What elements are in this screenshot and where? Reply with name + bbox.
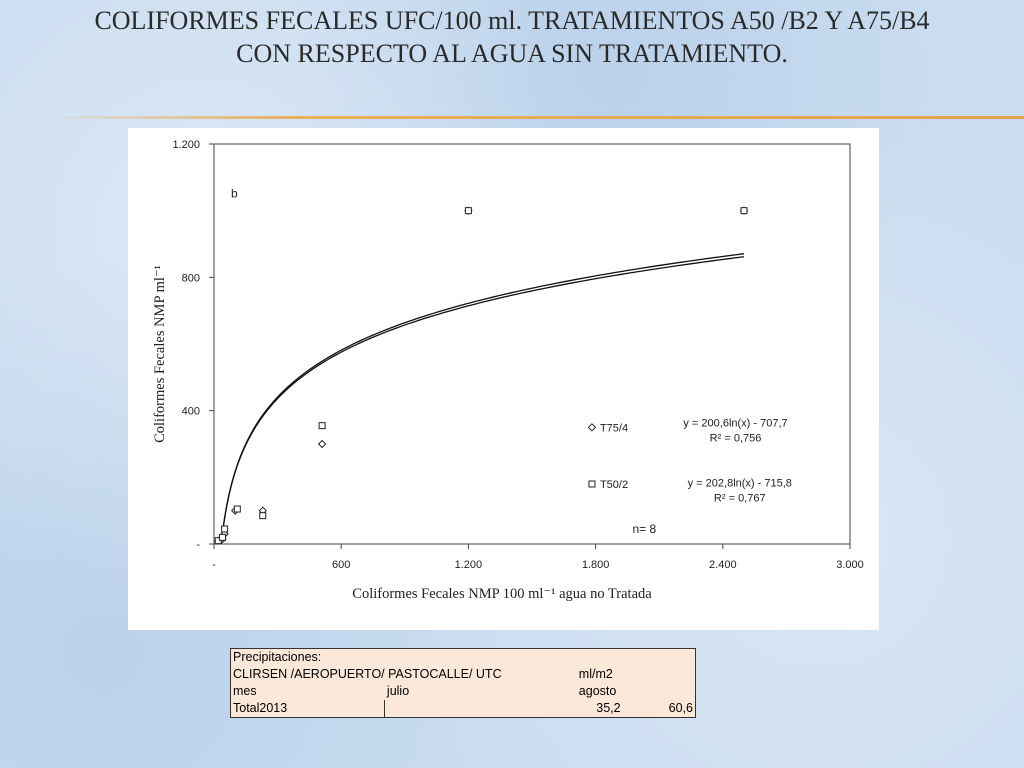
data-point: [218, 533, 226, 541]
y-tick-label: 1.200: [172, 139, 200, 151]
table-cell: mes: [233, 684, 257, 698]
table-cell: julio: [386, 684, 410, 698]
legend-marker: [588, 480, 596, 488]
slide-title: COLIFORMES FECALES UFC/100 ml. TRATAMIEN…: [0, 4, 1024, 70]
x-tick-label: 2.400: [709, 559, 737, 571]
table-cell: agosto: [578, 684, 617, 698]
y-tick-label: 800: [182, 272, 200, 284]
title-divider: [40, 116, 1024, 119]
x-axis-title: Coliformes Fecales NMP 100 ml⁻¹ agua no …: [352, 586, 652, 602]
trendline-r2: R² = 0,756: [710, 432, 762, 444]
sample-size-label: n= 8: [633, 522, 657, 536]
precipitation-table: Precipitaciones: CLIRSEN /AEROPUERTO/ PA…: [230, 648, 696, 718]
data-point: [259, 512, 267, 520]
table-cell: [623, 666, 696, 683]
table-cell: Total2013: [233, 701, 288, 715]
data-point: [233, 505, 241, 513]
table-cell: [509, 649, 623, 667]
trendline-r2: R² = 0,767: [714, 492, 766, 504]
table-cell: [384, 700, 509, 718]
panel-letter: b: [231, 186, 238, 200]
data-point: [740, 207, 748, 215]
data-point: [318, 422, 326, 430]
table-cell: 35,2: [596, 701, 621, 715]
y-tick-label: 400: [182, 406, 200, 418]
legend-label: T75/4: [600, 422, 628, 434]
x-tick-label: 1.800: [582, 559, 610, 571]
table-cell: [385, 649, 509, 667]
table-cell: 60,6: [668, 701, 693, 715]
x-tick-label: -: [212, 559, 216, 571]
legend-marker: [587, 423, 597, 432]
x-tick-label: 600: [332, 559, 350, 571]
trendline-equation: y = 202,8ln(x) - 715,8: [688, 477, 792, 489]
table-cell: Precipitaciones:: [233, 650, 322, 664]
y-tick-label: -: [196, 539, 200, 551]
table-cell: [623, 683, 696, 700]
legend-label: T50/2: [600, 479, 628, 491]
data-point: [221, 525, 229, 533]
table-row: mes julio agosto: [231, 683, 696, 700]
chart-panel: - 400 800 1.200 - 600 1.200 1.800 2.400 3.000 Col…: [128, 128, 879, 630]
title-line-1: COLIFORMES FECALES UFC/100 ml. TRATAMIEN…: [94, 6, 930, 35]
x-tick-label: 3.000: [836, 559, 864, 571]
title-line-2: CON RESPECTO AL AGUA SIN TRATAMIENTO.: [236, 39, 788, 68]
table-cell: CLIRSEN /AEROPUERTO/ PASTOCALLE/ UTC: [233, 667, 502, 681]
table-row: Total2013 35,2 60,6: [231, 700, 696, 718]
x-tick-label: 1.200: [455, 559, 483, 571]
data-point: [317, 439, 327, 449]
table-row: Precipitaciones:: [231, 649, 696, 667]
table-cell: [623, 649, 696, 667]
trendline-t50-2: [220, 253, 745, 545]
table-cell: ml/m2: [578, 667, 613, 681]
table-row: CLIRSEN /AEROPUERTO/ PASTOCALLE/ UTC ml/…: [231, 666, 696, 683]
trendline-equation: y = 200,6ln(x) - 707,7: [683, 417, 787, 429]
y-axis-title: Coliformes Fecales NMP ml⁻¹: [152, 265, 168, 443]
scatter-chart: - 400 800 1.200 - 600 1.200 1.800 2.400 3.000 Col…: [152, 139, 864, 602]
data-point: [464, 207, 472, 215]
plot-frame: [213, 143, 851, 545]
